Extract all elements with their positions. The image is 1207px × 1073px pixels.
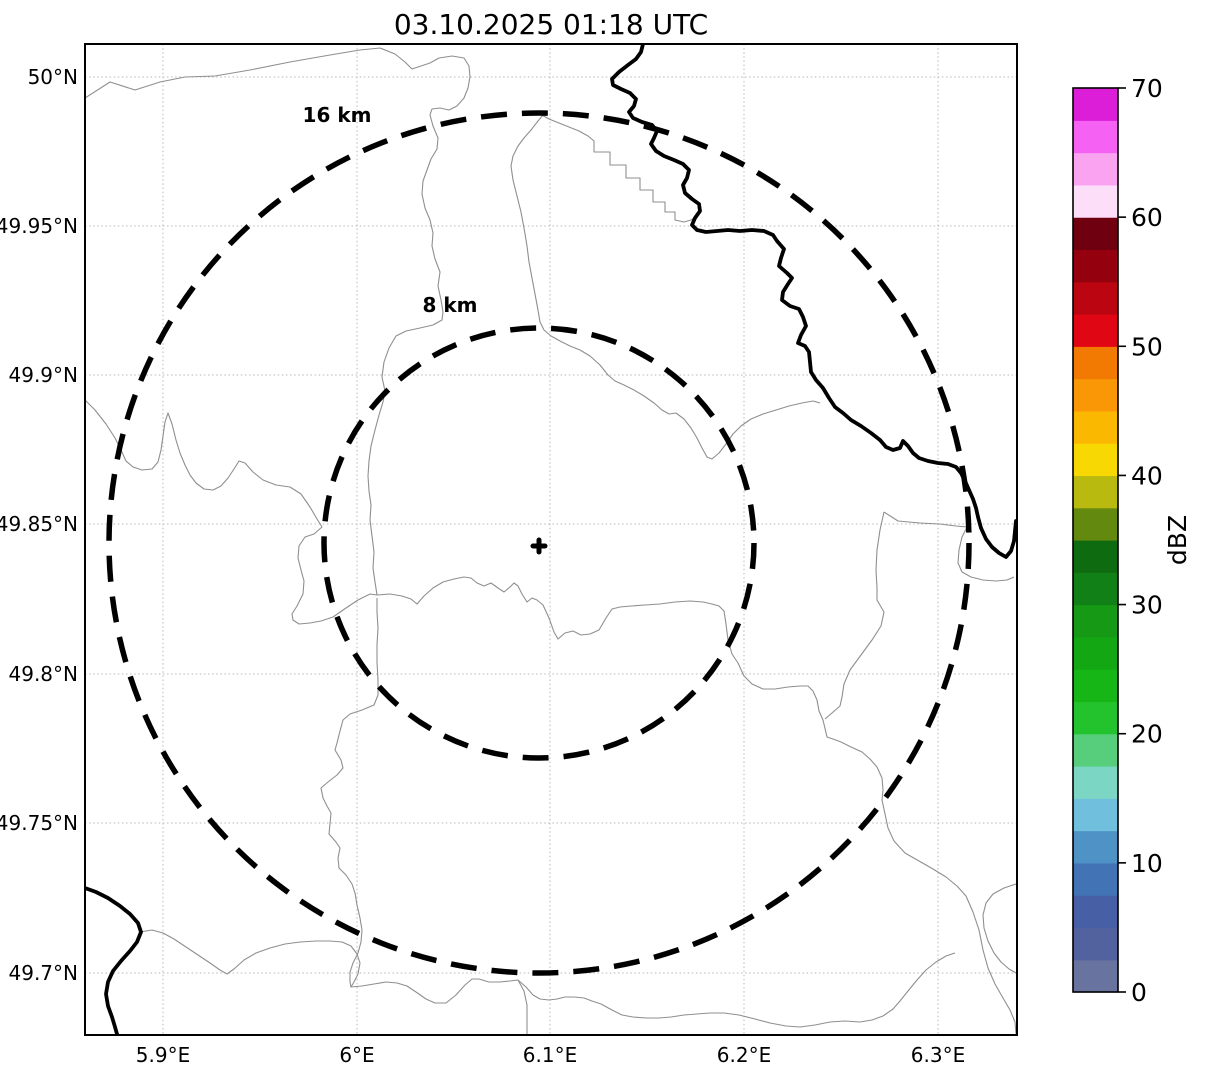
colorbar-tick-label: 0 (1131, 978, 1147, 1007)
colorbar-swatch (1073, 701, 1118, 735)
country-border-river (610, 44, 1017, 559)
colorbar-swatch (1073, 669, 1118, 703)
colorbar-swatch (1073, 410, 1118, 444)
x-tick-label: 5.9°E (136, 1043, 190, 1067)
colorbar-swatch (1073, 184, 1118, 218)
boundary-line (510, 114, 821, 460)
colorbar-swatch (1073, 927, 1118, 961)
admin-boundaries (85, 47, 1017, 1035)
boundary-line (824, 511, 885, 720)
y-tick-label: 49.85°N (0, 512, 78, 536)
colorbar-swatch (1073, 572, 1118, 606)
colorbar-swatch (1073, 862, 1118, 896)
colorbar-tick-label: 40 (1131, 461, 1163, 490)
colorbar-axis-label: dBZ (1163, 515, 1192, 565)
colorbar-tick-label: 60 (1131, 203, 1163, 232)
x-tick-label: 6°E (339, 1043, 374, 1067)
range-ring-16km (106, 110, 972, 976)
boundary-line (376, 576, 1017, 1035)
colorbar-swatch (1073, 152, 1118, 186)
x-tick-label: 6.1°E (523, 1043, 577, 1067)
colorbar-tick-label: 50 (1131, 332, 1163, 361)
y-tick-label: 49.9°N (9, 363, 79, 387)
boundary-line (320, 598, 379, 988)
colorbar-swatch (1073, 540, 1118, 573)
colorbar-swatch (1073, 830, 1118, 864)
plot-title: 03.10.2025 01:18 UTC (394, 8, 708, 41)
y-tick-label: 49.8°N (9, 662, 79, 686)
boundary-line (517, 952, 956, 1028)
plot-frame (84, 43, 1018, 1036)
colorbar-swatch (1073, 959, 1118, 993)
colorbar: 0 10 20 30 40 50 60 70 dBZ (1072, 74, 1192, 1007)
boundary-line (982, 883, 1017, 974)
y-tick-label: 50°N (28, 65, 78, 89)
colorbar-swatch (1073, 733, 1118, 767)
colorbar-tick-label: 70 (1131, 74, 1163, 103)
colorbar-swatch (1073, 475, 1118, 509)
colorbar-swatch (1073, 314, 1118, 347)
colorbar-swatch (1073, 88, 1118, 121)
colorbar-tick-label: 20 (1131, 720, 1163, 749)
colorbar-swatch (1073, 249, 1118, 283)
colorbar-swatch (1073, 798, 1118, 832)
x-tick-label: 6.3°E (911, 1043, 965, 1067)
range-ring-8km (321, 325, 757, 761)
colorbar-tick-label: 30 (1131, 591, 1163, 620)
y-tick-label: 49.75°N (0, 811, 78, 835)
y-tick-label: 49.95°N (0, 214, 78, 238)
boundary-line (139, 929, 528, 1034)
boundary-line (85, 399, 378, 625)
colorbar-swatch (1073, 636, 1118, 670)
colorbar-swatch (1073, 120, 1118, 154)
x-tick-label: 6.2°E (717, 1043, 771, 1067)
colorbar-swatch (1073, 217, 1118, 251)
ring-label-16km: 16 km (303, 103, 372, 127)
grid-lines (85, 44, 1017, 1035)
colorbar-swatch (1073, 766, 1118, 799)
country-border-southwest (85, 886, 143, 1035)
boundary-line (883, 511, 1015, 582)
colorbar-swatches (1073, 88, 1118, 993)
radar-center-marker (530, 537, 548, 555)
colorbar-frame (1072, 87, 1119, 993)
boundary-line (539, 113, 695, 223)
colorbar-tick-label: 10 (1131, 849, 1163, 878)
colorbar-swatch (1073, 281, 1118, 315)
y-axis-tick-labels: 50°N 49.95°N 49.9°N 49.85°N 49.8°N 49.75… (0, 65, 78, 985)
colorbar-swatch (1073, 507, 1118, 541)
x-axis-tick-labels: 5.9°E 6°E 6.1°E 6.2°E 6.3°E (136, 1043, 965, 1067)
colorbar-ticks: 0 10 20 30 40 50 60 70 (1118, 74, 1163, 1007)
colorbar-swatch (1073, 895, 1118, 929)
boundary-line (85, 47, 471, 596)
colorbar-swatch (1073, 346, 1118, 380)
colorbar-swatch (1073, 378, 1118, 412)
colorbar-swatch (1073, 443, 1118, 477)
ring-label-8km: 8 km (422, 293, 477, 317)
y-tick-label: 49.7°N (9, 961, 79, 985)
colorbar-swatch (1073, 604, 1118, 638)
